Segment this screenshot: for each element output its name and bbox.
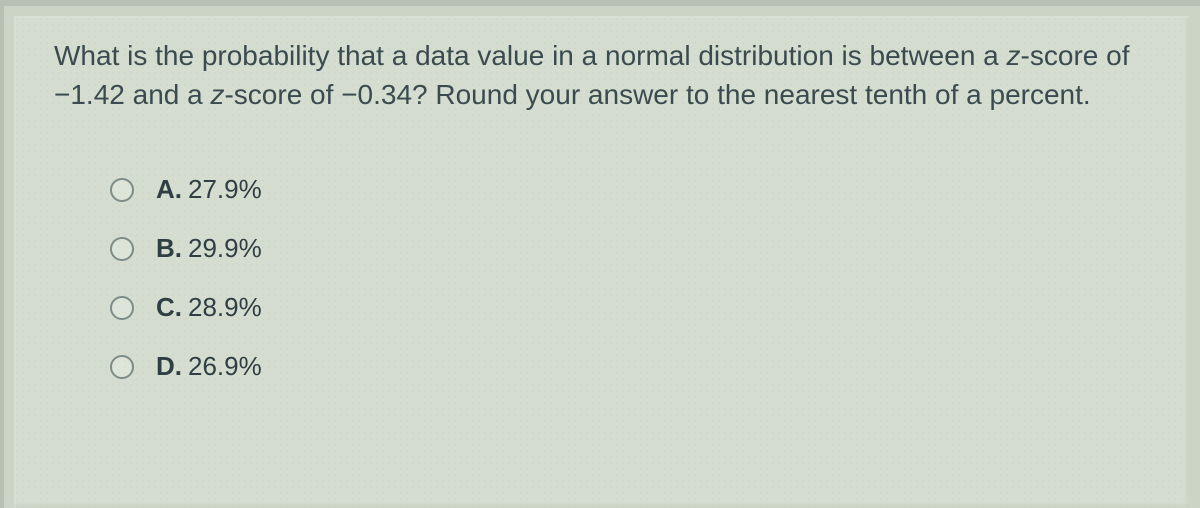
option-label: D.26.9% bbox=[156, 351, 262, 382]
option-a[interactable]: A.27.9% bbox=[110, 174, 1150, 205]
z-symbol-1: z bbox=[1007, 40, 1021, 71]
option-text: 27.9% bbox=[188, 174, 262, 204]
radio-icon bbox=[110, 296, 134, 320]
option-letter: B. bbox=[156, 233, 182, 263]
radio-icon bbox=[110, 237, 134, 261]
option-letter: A. bbox=[156, 174, 182, 204]
option-d[interactable]: D.26.9% bbox=[110, 351, 1150, 382]
option-b[interactable]: B.29.9% bbox=[110, 233, 1150, 264]
option-letter: D. bbox=[156, 351, 182, 381]
option-text: 28.9% bbox=[188, 292, 262, 322]
option-label: C.28.9% bbox=[156, 292, 262, 323]
option-text: 29.9% bbox=[188, 233, 262, 263]
question-part-mid2: -score of −0.34? Round your answer to th… bbox=[224, 79, 1090, 110]
option-label: B.29.9% bbox=[156, 233, 262, 264]
question-panel: What is the probability that a data valu… bbox=[14, 16, 1190, 508]
option-label: A.27.9% bbox=[156, 174, 262, 205]
question-text: What is the probability that a data valu… bbox=[54, 36, 1134, 114]
radio-icon bbox=[110, 355, 134, 379]
question-part-pre: What is the probability that a data valu… bbox=[54, 40, 1007, 71]
options-group: A.27.9% B.29.9% C.28.9% D.26.9% bbox=[110, 174, 1150, 382]
z-symbol-2: z bbox=[210, 79, 224, 110]
option-letter: C. bbox=[156, 292, 182, 322]
option-c[interactable]: C.28.9% bbox=[110, 292, 1150, 323]
radio-icon bbox=[110, 178, 134, 202]
option-text: 26.9% bbox=[188, 351, 262, 381]
